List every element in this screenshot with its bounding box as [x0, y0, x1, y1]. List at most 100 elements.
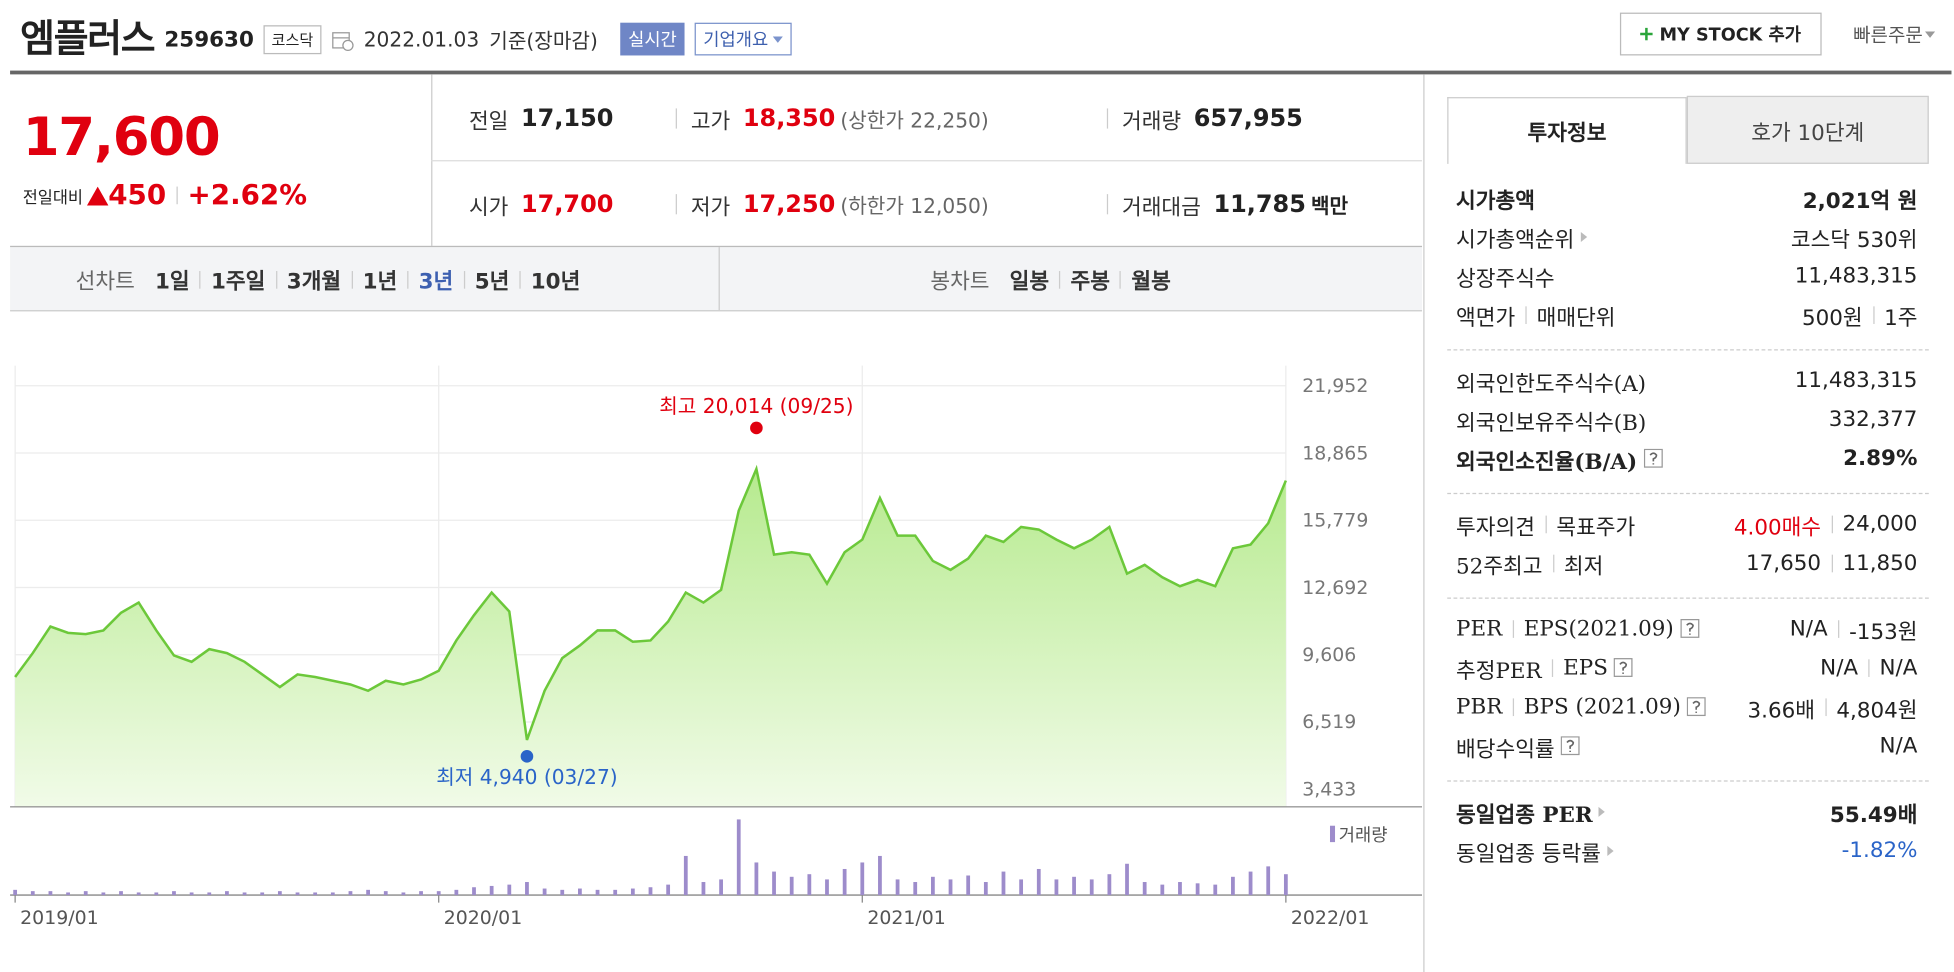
row-value: N/A [1880, 734, 1918, 759]
period-tab[interactable]: 3개월 [286, 269, 342, 295]
value-part: 2.89% [1843, 446, 1918, 472]
candle-chart-label: 봉차트 [930, 269, 990, 295]
extreme-label: 최저 4,940 (03/27) [436, 765, 617, 789]
label-part: 최저 [1563, 554, 1604, 580]
row-value: 332,377 [1829, 407, 1918, 432]
arrow [1598, 806, 1606, 817]
separator [407, 270, 409, 289]
side-tab[interactable]: 투자정보 [1447, 96, 1687, 164]
row-value: 11,483,315 [1795, 368, 1918, 393]
period-tab[interactable]: 1년 [362, 269, 398, 295]
volume-bar [1213, 884, 1218, 896]
price-line [14, 464, 1288, 741]
line-chart-label: 선차트 [75, 269, 135, 295]
period-tab[interactable]: 1주일 [211, 269, 266, 295]
volume-bar [578, 888, 582, 896]
volume-bar [948, 879, 953, 896]
period-tab[interactable]: 5년 [474, 269, 510, 295]
info-extra: (상한가 22,250) [840, 108, 989, 133]
label-part: 배당수익률 [1456, 736, 1555, 763]
value-part: 24,000 [1842, 511, 1918, 538]
help-icon [1687, 697, 1707, 717]
separator [1872, 306, 1874, 324]
info-unit: 백만 [1310, 194, 1349, 219]
separator [351, 270, 353, 289]
period-tab[interactable]: 1일 [154, 269, 190, 295]
volume-bar [860, 862, 865, 896]
current-price: 17,600 [22, 105, 221, 168]
volume-bar [454, 889, 459, 896]
side-tabs: 투자정보 호가 10단계 [1447, 95, 1929, 164]
base-date: 2022.01.03 [363, 27, 480, 52]
change-value: 450 [108, 179, 167, 212]
separator [275, 270, 277, 289]
stock-code: 259630 [164, 27, 254, 53]
divider [1423, 74, 1425, 972]
volume-bar [842, 868, 847, 896]
volume-bar [348, 891, 353, 896]
legend-label: 거래량 [1339, 825, 1388, 846]
volume-bar [83, 891, 88, 896]
separator [1552, 554, 1554, 573]
volume-bar [1001, 871, 1006, 896]
volume-bar [472, 887, 476, 896]
row-label: 52주최고 최저 [1456, 548, 1604, 580]
side-tab[interactable]: 호가 10단계 [1686, 95, 1929, 164]
period-tab[interactable]: 3년 [418, 269, 454, 295]
row-value: 2.89% [1843, 446, 1917, 471]
link-icon [1580, 231, 1587, 243]
row-label: 동일업종 등락률 [1456, 835, 1616, 867]
value-part: 1주 [1884, 305, 1918, 331]
volume-bar [983, 882, 988, 896]
period-tabs: 선차트 1일 1주일 3개월 1년 3년 5년 10년 [76, 263, 581, 295]
chart-tab-bar [10, 245, 1423, 312]
candle-tab[interactable]: 일봉 [1009, 269, 1050, 295]
separator [1545, 515, 1547, 534]
volume-bar [930, 876, 935, 896]
volume-bar [878, 855, 882, 896]
stock-name: 엠플러스 [20, 17, 155, 62]
row-label: 외국인소진율(B/A) [1456, 443, 1664, 475]
volume-bar [277, 891, 282, 896]
value-part: 55.49배 [1829, 802, 1918, 828]
row-label: 시가총액순위 [1456, 221, 1589, 253]
help-icon [1560, 736, 1580, 756]
section-divider [1447, 492, 1929, 495]
period-tab[interactable]: 10년 [530, 269, 581, 295]
volume-bar [772, 871, 776, 896]
candle-tab[interactable]: 주봉 [1070, 269, 1110, 295]
volume-bar [101, 892, 106, 896]
value-part: 500원 [1802, 305, 1863, 331]
volume-bar [1160, 884, 1165, 896]
volume-bar [560, 889, 565, 896]
info-extra: (하한가 12,050) [840, 194, 989, 219]
mystock-text: MY STOCK 추가 [1659, 25, 1801, 46]
help-icon [1614, 658, 1634, 677]
x-tick-label: 2019/01 [20, 907, 98, 929]
icon-mark [1685, 622, 1694, 635]
volume-bar [525, 882, 529, 896]
link-icon [1607, 845, 1614, 856]
y-tick-label: 9,606 [1302, 644, 1356, 666]
row-label: PER EPS(2021.09) [1456, 616, 1700, 642]
volume-bar [595, 889, 600, 896]
change-rate: +2.62% [187, 179, 308, 212]
value-part: 4.00매수 [1733, 514, 1822, 541]
extreme-dot [520, 750, 534, 763]
row-label: 시가총액 [1456, 182, 1535, 213]
icon-mark [1619, 661, 1628, 674]
volume-bar [648, 887, 653, 896]
up-icon [86, 185, 109, 205]
mystock-button[interactable]: MY STOCK 추가 [1619, 12, 1822, 56]
realtime-badge[interactable]: 실시간 [620, 22, 685, 56]
value-part: N/A [1879, 733, 1918, 759]
info-row: 외국인보유주식수(B) 332,377 [1456, 403, 1917, 436]
volume-bar [172, 891, 176, 896]
volume-bar [1089, 879, 1094, 896]
info-label: 거래대금 [1121, 194, 1201, 220]
info-row: 외국인소진율(B/A) 2.89% [1456, 442, 1917, 475]
quick-order[interactable]: 빠른주문 [1853, 21, 1936, 47]
company-button[interactable]: 기업개요 [694, 22, 793, 56]
volume-bar [613, 889, 618, 896]
candle-tab[interactable]: 월봉 [1131, 269, 1171, 295]
